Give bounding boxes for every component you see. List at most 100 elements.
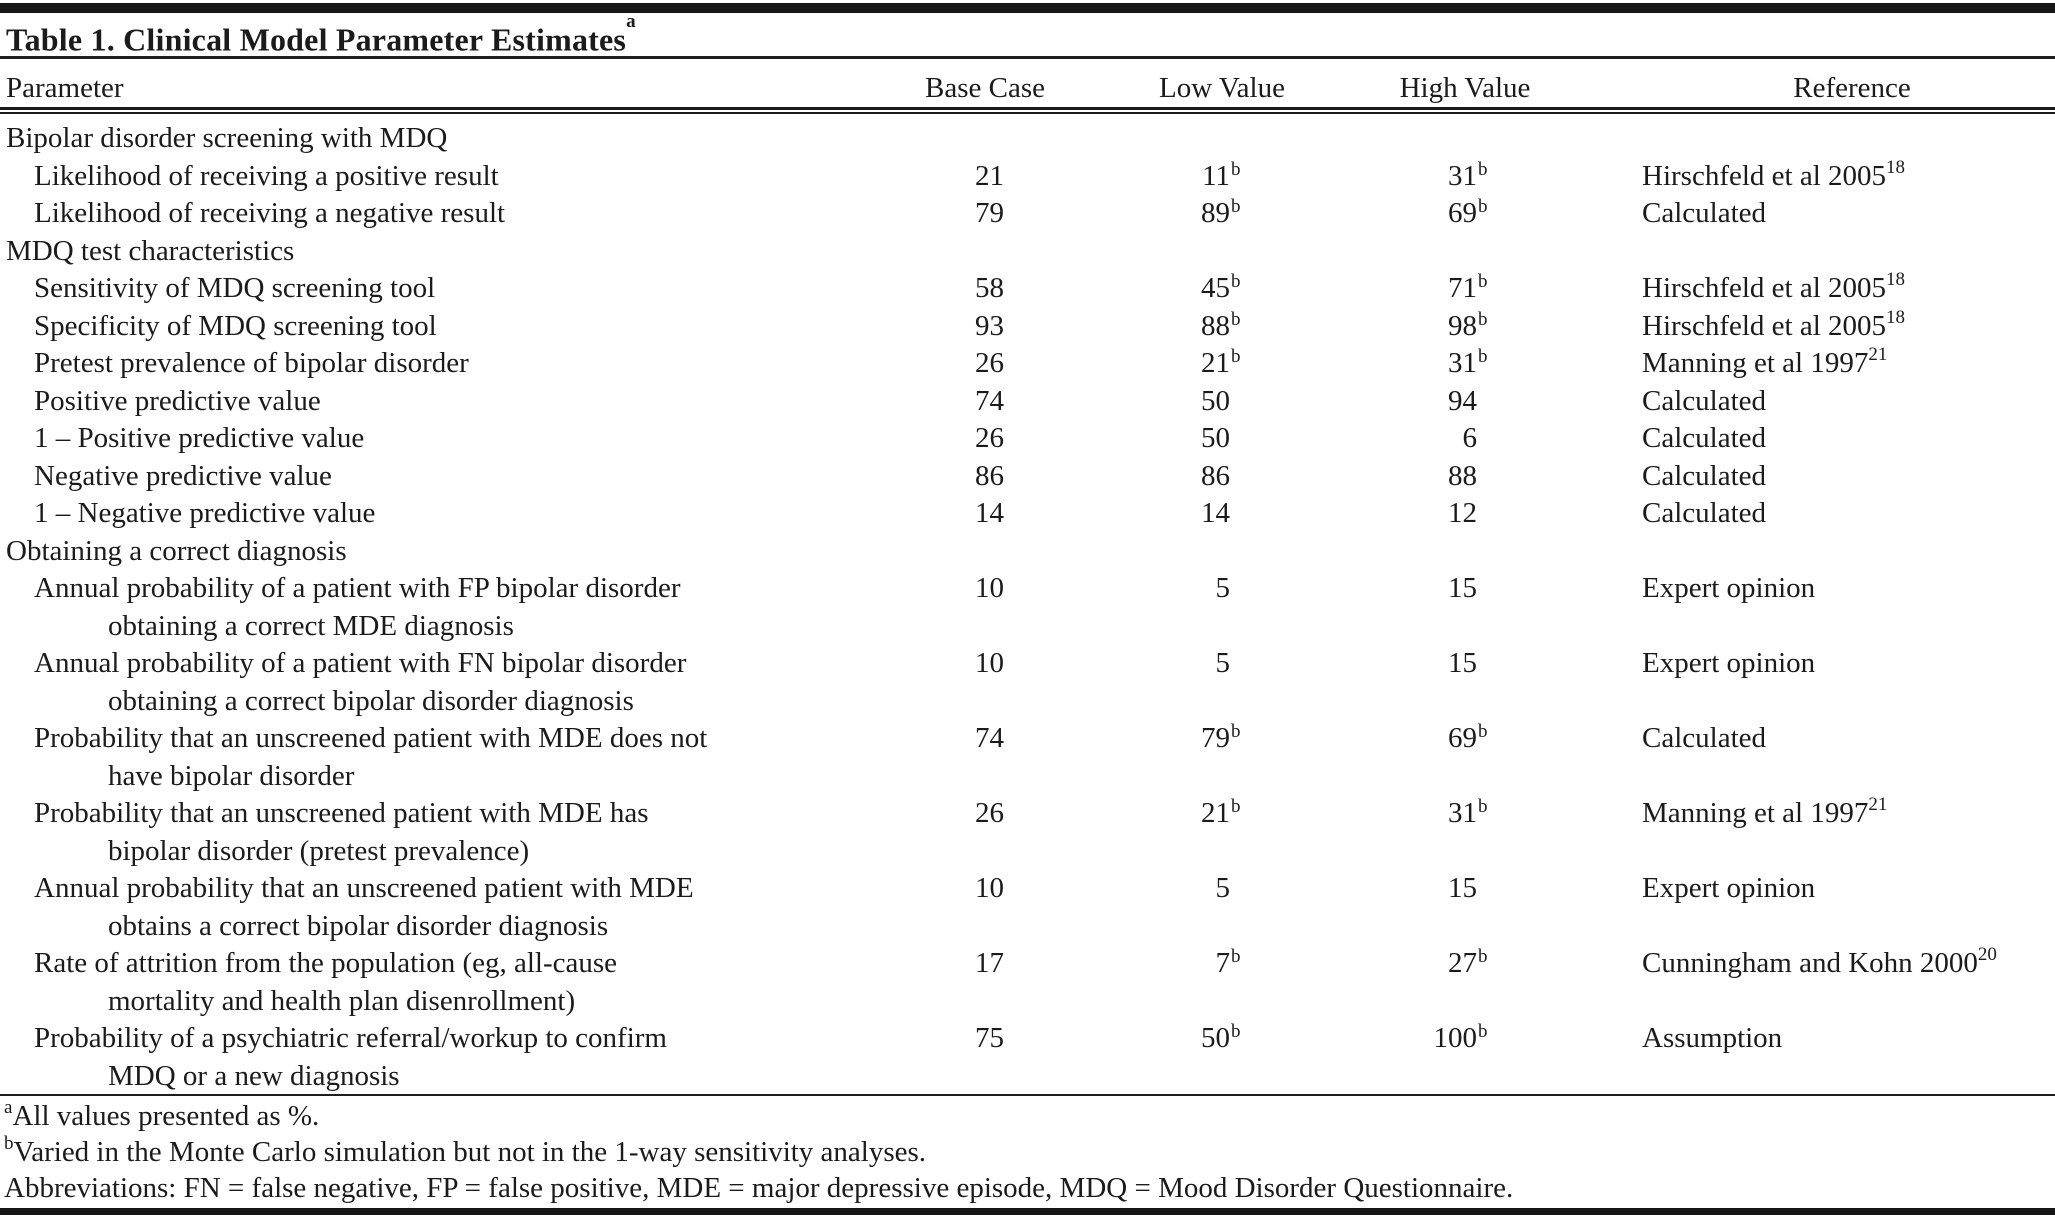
reference-citation-superscript: 21 [1868,794,1888,816]
reference-cell: Calculated [1502,720,2055,795]
base-case-cell: 58 [905,270,1029,308]
high-value: 31 [1448,347,1477,379]
table-row: Obtaining a correct diagnosis [0,533,2055,571]
parameter-cell: Probability of a psychiatric referral/wo… [0,1020,905,1095]
high-value: 15 [1448,872,1477,904]
low-value-footnote-marker: b [1231,196,1241,217]
reference-text: Cunningham and Kohn 2000 [1642,947,1978,979]
parameter-label: Sensitivity of MDQ screening tool [34,272,436,304]
base-case-value: 26 [975,422,1004,454]
base-case-cell [905,120,1029,158]
table-title: Table 1. Clinical Model Parameter Estima… [6,11,636,61]
table-title-footnote-marker: a [626,11,636,32]
base-case-cell: 26 [905,420,1029,458]
low-value-cell [1029,533,1255,571]
base-case-cell: 10 [905,870,1029,945]
low-value: 45 [1201,272,1230,304]
reference-text: Calculated [1642,722,1767,754]
high-value-cell [1255,120,1502,158]
reference-citation-superscript: 21 [1868,344,1888,366]
low-value-cell [1029,233,1255,271]
low-value: 86 [1201,459,1230,492]
base-case-cell [905,533,1029,571]
parameter-cell: Pretest prevalence of bipolar disorder [0,345,905,383]
low-value: 14 [1201,497,1230,529]
reference-cell: Calculated [1502,458,2055,496]
parameter-label-continued: MDQ or a new diagnosis [108,1059,400,1092]
high-value: 71 [1448,272,1477,304]
parameter-label-continued: obtaining a correct MDE diagnosis [108,609,514,642]
table-row: Positive predictive value 74 50 94 Calcu… [0,383,2055,421]
footnote-marker: b [4,1133,14,1155]
parameter-cell: Bipolar disorder screening with MDQ [0,120,905,158]
reference-text: Manning et al 1997 [1642,347,1869,379]
low-value-cell [1029,120,1255,158]
high-value: 98 [1448,309,1477,342]
base-case-cell: 10 [905,570,1029,645]
parameter-label: Positive predictive value [34,384,321,417]
table-top-rule [0,3,2055,13]
high-value-footnote-marker: b [1478,196,1488,217]
parameter-label-continued: obtaining a correct bipolar disorder dia… [108,684,634,717]
parameter-label: Negative predictive value [34,459,332,492]
parameter-label: Likelihood of receiving a positive resul… [34,159,499,192]
parameter-label: Probability that an unscreened patient w… [34,722,708,754]
parameter-cell: 1 – Negative predictive value [0,495,905,533]
table-row: Rate of attrition from the population (e… [0,945,2055,1020]
reference-citation-superscript: 20 [1977,944,1997,966]
low-value: 5 [1215,647,1231,679]
high-value-footnote-marker: b [1478,346,1488,367]
footnote-line: bVaried in the Monte Carlo simulation bu… [4,1134,2049,1170]
table-row: Pretest prevalence of bipolar disorder 2… [0,345,2055,383]
table-body: Bipolar disorder screening with MDQ Like… [0,120,2055,1095]
reference-citation-superscript: 18 [1886,306,1906,328]
parameter-label: 1 – Negative predictive value [34,497,376,529]
low-value-footnote-marker: b [1231,796,1241,817]
parameter-label: MDQ test characteristics [6,234,295,267]
reference-cell: Hirschfeld et al 200518 [1502,308,2055,346]
high-value-cell: 100 b [1255,1020,1502,1095]
low-value-footnote-marker: b [1231,271,1241,292]
high-value: 27 [1448,947,1477,979]
base-case-value: 26 [975,347,1004,379]
parameter-label: Bipolar disorder screening with MDQ [6,122,448,154]
high-value-cell: 6 [1255,420,1502,458]
reference-text: Calculated [1642,384,1767,417]
high-value-cell: 69 b [1255,195,1502,233]
low-value-footnote-marker: b [1231,308,1241,330]
table-title-text: Table 1. Clinical Model Parameter Estima… [6,21,627,58]
column-header-reference: Reference [1793,72,1911,104]
base-case-cell: 74 [905,720,1029,795]
base-case-cell: 79 [905,195,1029,233]
low-value-footnote-marker: b [1231,1021,1241,1042]
base-case-cell: 17 [905,945,1029,1020]
base-case-value: 26 [975,797,1004,829]
parameter-label: Likelihood of receiving a negative resul… [34,197,506,229]
low-value-cell: 89 b [1029,195,1255,233]
reference-cell [1502,533,2055,571]
base-case-value: 93 [975,309,1004,342]
base-case-cell: 93 [905,308,1029,346]
low-value: 50 [1201,1022,1230,1054]
low-value: 50 [1201,422,1230,454]
low-value-cell: 45 b [1029,270,1255,308]
low-value-cell: 11 b [1029,158,1255,196]
parameter-cell: Obtaining a correct diagnosis [0,533,905,571]
reference-text: Expert opinion [1642,572,1816,604]
parameter-cell: 1 – Positive predictive value [0,420,905,458]
high-value: 100 [1433,1022,1478,1054]
parameter-cell: Specificity of MDQ screening tool [0,308,905,346]
table-row: Sensitivity of MDQ screening tool 58 45 b… [0,270,2055,308]
high-value-cell: 15 [1255,645,1502,720]
table-row: Negative predictive value 86 86 88 Calcu… [0,458,2055,496]
low-value-cell: 5 [1029,645,1255,720]
low-value-cell: 21 b [1029,795,1255,870]
parameter-label-continued: obtains a correct bipolar disorder diagn… [108,909,609,942]
high-value: 12 [1448,497,1477,529]
high-value: 31 [1448,797,1477,829]
parameter-label-continued: have bipolar disorder [108,759,355,792]
reference-cell: Manning et al 199721 [1502,795,2055,870]
high-value: 15 [1448,572,1477,604]
table-row: Probability that an unscreened patient w… [0,795,2055,870]
